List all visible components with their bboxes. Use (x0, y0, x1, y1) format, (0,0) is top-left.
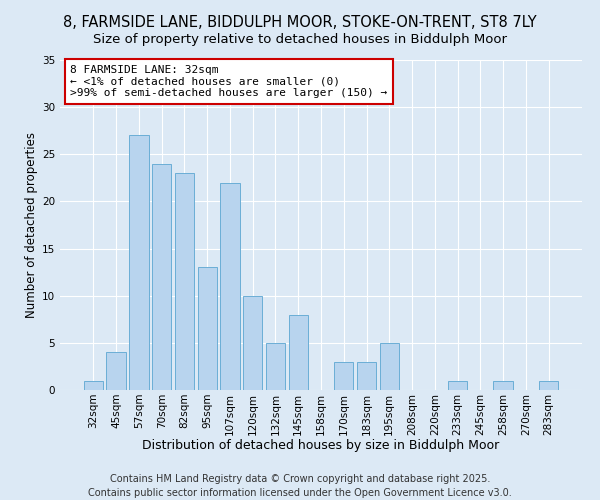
Bar (448, 380, 467, 390)
Bar (197, 268, 217, 390)
Bar (84, 380, 103, 390)
Bar (106, 352, 126, 390)
Bar (243, 296, 262, 390)
Bar (152, 164, 172, 390)
Text: 8, FARMSIDE LANE, BIDDULPH MOOR, STOKE-ON-TRENT, ST8 7LY: 8, FARMSIDE LANE, BIDDULPH MOOR, STOKE-O… (63, 15, 537, 30)
Bar (129, 136, 149, 390)
Bar (220, 182, 239, 390)
Bar (175, 173, 194, 390)
X-axis label: Distribution of detached houses by size in Biddulph Moor: Distribution of detached houses by size … (142, 439, 500, 452)
Y-axis label: Number of detached properties: Number of detached properties (25, 132, 38, 318)
Bar (380, 343, 399, 390)
Bar (493, 380, 513, 390)
Text: Size of property relative to detached houses in Biddulph Moor: Size of property relative to detached ho… (93, 32, 507, 46)
Text: Contains HM Land Registry data © Crown copyright and database right 2025.
Contai: Contains HM Land Registry data © Crown c… (88, 474, 512, 498)
Bar (357, 362, 376, 390)
Bar (289, 314, 308, 390)
Bar (334, 362, 353, 390)
Text: 8 FARMSIDE LANE: 32sqm
← <1% of detached houses are smaller (0)
>99% of semi-det: 8 FARMSIDE LANE: 32sqm ← <1% of detached… (70, 65, 388, 98)
Bar (266, 343, 285, 390)
Bar (539, 380, 558, 390)
